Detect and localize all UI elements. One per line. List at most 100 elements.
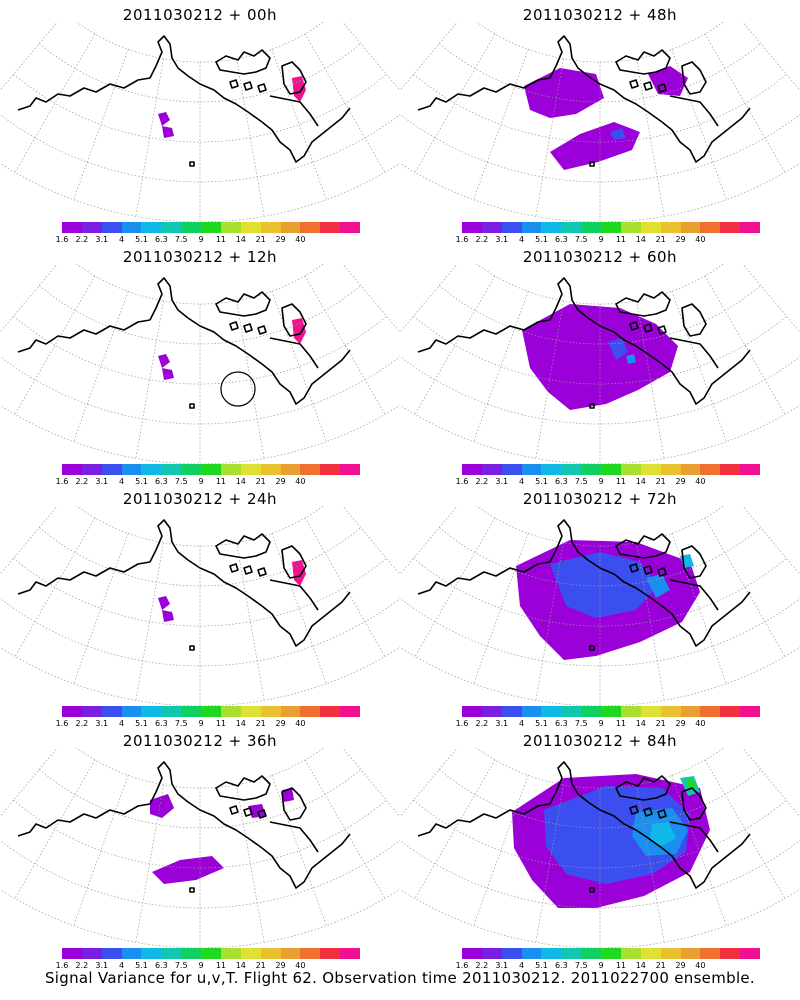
colorbar-tick-label: 29 (275, 477, 286, 486)
longitude-line (400, 22, 458, 91)
colorbar-tick-label: 14 (235, 235, 246, 244)
colorbar-cell (340, 948, 361, 959)
latitude-line (0, 114, 400, 183)
map (0, 22, 400, 222)
longitude-line (704, 517, 786, 657)
colorbar-tick-label: 3.1 (495, 235, 509, 244)
longitude-line (0, 264, 58, 333)
longitude-line (73, 533, 129, 684)
panel-title: 2011030212 + 72h (522, 490, 678, 508)
coastline (17, 35, 351, 167)
coastline (417, 277, 751, 409)
colorbar-cell (561, 464, 582, 475)
colorbar-tick-label: 3.1 (495, 719, 509, 728)
colorbar-cell (620, 464, 642, 475)
colorbar-cell (481, 706, 503, 717)
graticule (400, 264, 800, 464)
colorbar-tick-label: 29 (275, 961, 286, 970)
panel-title: 2011030212 + 60h (522, 248, 678, 266)
longitude-line (473, 775, 529, 926)
colorbar-tick-label: 9 (198, 719, 204, 728)
colorbar-cell (501, 222, 523, 233)
coastline-segment (629, 563, 639, 573)
coastline-segment (629, 79, 639, 89)
coastline-segment (257, 567, 267, 577)
panel-3: 2011030212 + 12h 1.6 2.2 3.1 4 5.1 6.3 7.5 9 11 1… (0, 242, 400, 487)
longitude-line (135, 784, 164, 943)
colorbar-cell (481, 948, 503, 959)
longitude-line (0, 22, 58, 91)
latitude-line (439, 285, 761, 345)
longitude-line (742, 264, 800, 333)
observation-region-circle (220, 371, 256, 407)
colorbar-tick-label: 1.6 (55, 719, 69, 728)
colorbar-cell (280, 222, 301, 233)
variance-contour (292, 560, 306, 586)
colorbar-cell (62, 706, 83, 717)
panel-6: 2011030212 + 72h 1.6 2.2 3.1 4 5.1 6.3 7.5 9 11 1… (400, 484, 800, 729)
colorbar-tick-label: 6.3 (554, 719, 568, 728)
colorbar-cell (740, 222, 761, 233)
colorbar-tick-label: 4 (519, 235, 525, 244)
colorbar-tick-label: 9 (598, 235, 604, 244)
colorbar-cell (161, 706, 182, 717)
colorbar-tick-label: 11 (215, 235, 227, 244)
longitude-line (0, 748, 58, 817)
coastline (17, 277, 351, 409)
colorbar-tick-label: 2.2 (75, 235, 89, 244)
colorbar-tick-label: 6.3 (154, 719, 168, 728)
coastline-segment (229, 805, 239, 815)
coastline-segment (269, 821, 319, 853)
variance-contour (686, 778, 696, 790)
colorbar-tick-label: 3.1 (95, 235, 109, 244)
colorbar-tick-label: 11 (215, 961, 227, 970)
coastline-segment (189, 403, 195, 409)
colorbar-cell (581, 706, 602, 717)
latitude-line (0, 840, 400, 909)
colorbar (462, 706, 761, 717)
graticule (400, 748, 800, 948)
panel-title: 2011030212 + 12h (122, 248, 278, 266)
colorbar-tick-label: 40 (295, 477, 306, 486)
coastline-segment (261, 107, 351, 163)
latitude-line (476, 506, 724, 547)
coastline-segment (549, 761, 663, 849)
longitude-line (304, 275, 386, 415)
colorbar-cell (62, 222, 83, 233)
longitude-line (636, 784, 665, 943)
coastline-segment (643, 81, 653, 91)
longitude-line (14, 33, 96, 173)
colorbar-tick-label: 21 (255, 961, 266, 970)
coastline-segment (681, 545, 707, 579)
map (400, 748, 800, 948)
latitude-line (39, 527, 361, 587)
longitude-line (671, 291, 727, 442)
latitude-line (476, 748, 724, 789)
panel-title: 2011030212 + 36h (122, 732, 278, 750)
variance-contour (626, 354, 636, 364)
colorbar-cell (462, 222, 483, 233)
colorbar (62, 706, 361, 717)
longitude-line (473, 291, 529, 442)
figure-caption: Signal Variance for u,v,T. Flight 62. Ob… (44, 969, 756, 987)
colorbar-tick-label: 40 (295, 961, 306, 970)
coastline-segment (615, 775, 671, 801)
colorbar-tick-label: 40 (695, 719, 706, 728)
colorbar-tick-label: 5.1 (135, 477, 148, 486)
panel-5: 2011030212 + 24h 1.6 2.2 3.1 4 5.1 6.3 7.5 9 11 1… (0, 484, 400, 729)
colorbar-cell (201, 948, 222, 959)
longitude-line (304, 759, 386, 899)
colorbar-tick-label: 14 (635, 477, 646, 486)
colorbar-cell (81, 706, 103, 717)
latitude-line (0, 356, 400, 425)
colorbar-cell (640, 948, 662, 959)
longitude-line (704, 759, 786, 899)
colorbar-cell (640, 464, 662, 475)
colorbar-tick-label: 5.1 (135, 961, 148, 970)
colorbar-cell (720, 222, 741, 233)
colorbar-tick-label: 2.2 (475, 961, 489, 970)
colorbar-tick-label: 2.2 (475, 235, 489, 244)
coastline-segment (681, 303, 707, 337)
panel-title: 2011030212 + 48h (522, 6, 678, 24)
coastline-segment (269, 95, 319, 127)
